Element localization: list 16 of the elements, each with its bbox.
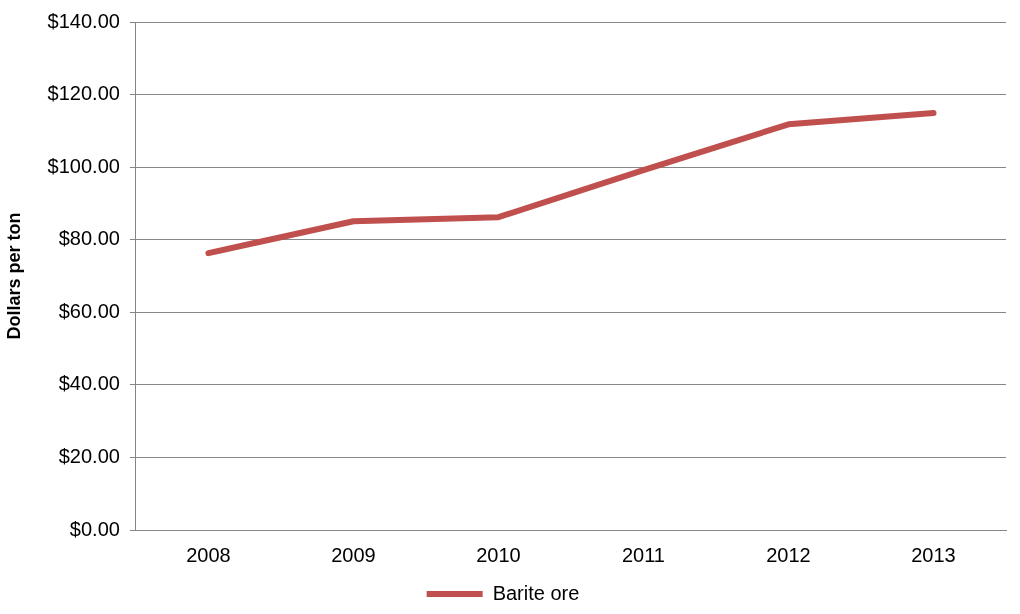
y-tick-label: $120.00: [47, 82, 120, 105]
x-tick-label: 2012: [766, 543, 811, 566]
x-tick-label: 2009: [331, 543, 376, 566]
y-tick-label: $140.00: [47, 9, 120, 32]
y-tick-label: $20.00: [58, 444, 120, 467]
y-tick-label: $80.00: [58, 227, 120, 250]
x-tick-label: 2011: [621, 543, 665, 566]
x-tick-label: 2010: [476, 543, 521, 566]
y-tick-label: $40.00: [58, 372, 120, 395]
x-tick-label: 2008: [186, 543, 231, 566]
y-axis-title: Dollars per ton: [3, 212, 24, 340]
y-tick-label: $60.00: [58, 299, 120, 322]
x-tick-label: 2013: [911, 543, 956, 566]
y-tick-label: $100.00: [47, 154, 120, 177]
y-tick-label: $0.00: [69, 517, 120, 540]
legend-label: Barite ore: [492, 581, 580, 604]
